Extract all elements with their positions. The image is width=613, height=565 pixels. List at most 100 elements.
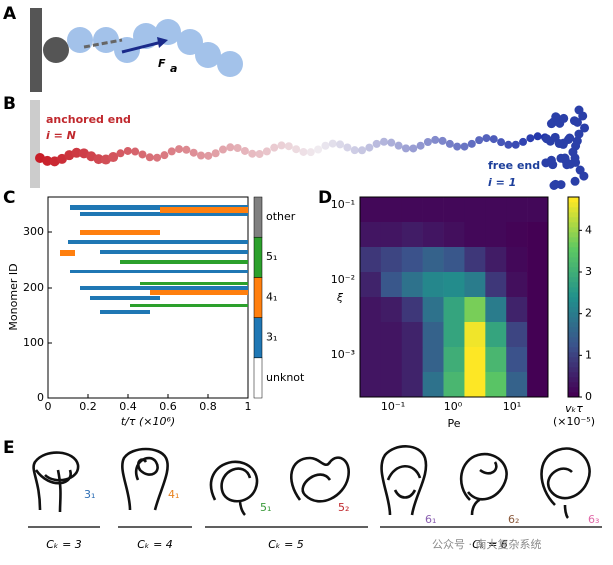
colorbar-label: 4₁	[266, 290, 277, 303]
bead	[504, 140, 513, 149]
bead	[108, 152, 119, 163]
plot-frame	[359, 196, 549, 398]
colorbar-step	[568, 267, 579, 273]
band	[60, 250, 75, 256]
heat-cell	[380, 197, 403, 223]
knot-bands	[60, 205, 248, 314]
colorbar-step	[568, 352, 579, 358]
heat-cell	[506, 272, 528, 298]
bead	[306, 148, 315, 157]
heat-cell	[422, 372, 444, 398]
heat-cell	[464, 347, 486, 373]
heat-cell	[360, 372, 382, 398]
band	[160, 207, 248, 213]
knot-labels: 3₁ 4₁ 5₁ 5₂ 6₁ 6₂ 6₃	[84, 488, 599, 526]
heat-cell	[506, 347, 528, 373]
bead	[284, 142, 293, 151]
colorbar-step	[568, 292, 579, 298]
bead	[542, 134, 552, 144]
bead	[262, 147, 271, 156]
x-tick-label: 1	[245, 400, 252, 413]
bead	[211, 149, 220, 158]
heat-cell	[464, 272, 486, 298]
heat-cell	[380, 372, 403, 398]
heat-cell	[506, 297, 528, 323]
group-label: Cₖ = 3	[46, 538, 82, 551]
heat-cell	[360, 322, 382, 348]
knot-label: 5₂	[338, 501, 349, 514]
band	[130, 304, 248, 307]
colorbar-step	[568, 377, 579, 383]
heat-cell	[422, 247, 444, 273]
bead	[559, 113, 569, 123]
bead	[497, 138, 506, 147]
heat-cell	[464, 197, 486, 223]
knot-label: 5₁	[260, 501, 271, 514]
anchor-bead	[43, 37, 69, 63]
colorbar-step	[568, 367, 579, 373]
band	[90, 296, 160, 300]
heat-cell	[443, 372, 465, 398]
heat-cell	[422, 322, 444, 348]
knot-label: 6₃	[588, 513, 599, 526]
band	[140, 282, 248, 285]
bead	[519, 137, 528, 146]
force-sub: a	[170, 62, 177, 75]
colorbar-step	[568, 207, 579, 213]
colorbar-step	[568, 357, 579, 363]
bead	[365, 143, 374, 152]
bead	[565, 133, 575, 143]
colorbar-step	[568, 392, 579, 398]
colorbar-step	[568, 362, 579, 368]
colorbar-step	[568, 232, 579, 238]
colorbar-step	[568, 262, 579, 268]
heat-cell	[401, 197, 423, 223]
colorbar-segment	[253, 277, 263, 318]
group-label: Cₖ = 4	[137, 538, 173, 551]
band	[100, 250, 248, 254]
heat-cell	[422, 222, 444, 248]
bead	[182, 145, 191, 154]
colorbar-step	[568, 202, 579, 208]
colorbar-tick-label: 2	[585, 307, 592, 320]
group-label: Cₖ = 5	[268, 538, 304, 551]
colorbar-tick-label: 4	[585, 223, 592, 236]
heat-cell	[360, 222, 382, 248]
heat-cell	[485, 247, 507, 273]
bead	[475, 136, 484, 145]
bead	[175, 145, 184, 154]
bead	[292, 145, 301, 154]
heat-cell	[360, 297, 382, 323]
bead	[580, 123, 590, 133]
bead	[572, 117, 582, 127]
x-tick-label: 0.6	[159, 400, 177, 413]
band	[70, 205, 248, 210]
y-tick-label: 100	[23, 336, 44, 349]
bead	[233, 143, 242, 152]
knot-label: 4₁	[168, 488, 179, 501]
bead	[423, 137, 432, 146]
colorbar-step	[568, 347, 579, 353]
bead	[489, 135, 498, 144]
heat-cell	[485, 297, 507, 323]
heat-cell	[443, 197, 465, 223]
bead	[394, 141, 403, 150]
bead	[277, 141, 286, 150]
knot-label: 6₂	[508, 513, 519, 526]
y-label: ξ	[336, 291, 344, 304]
band	[100, 310, 150, 314]
force-label: F	[158, 57, 166, 70]
group-label: Cₖ = 6	[472, 538, 508, 551]
free-index: i = 1	[488, 176, 516, 189]
bead	[314, 145, 323, 154]
heat-cell	[401, 272, 423, 298]
colorbar-step	[568, 382, 579, 388]
x-tick-label: 0.2	[79, 400, 97, 413]
heat-cell	[401, 372, 423, 398]
colorbar-step	[568, 217, 579, 223]
bead	[153, 153, 162, 162]
heat-cell	[401, 322, 423, 348]
heat-cell	[401, 222, 423, 248]
heat-cell	[380, 247, 403, 273]
colorbar-segment	[253, 196, 263, 238]
